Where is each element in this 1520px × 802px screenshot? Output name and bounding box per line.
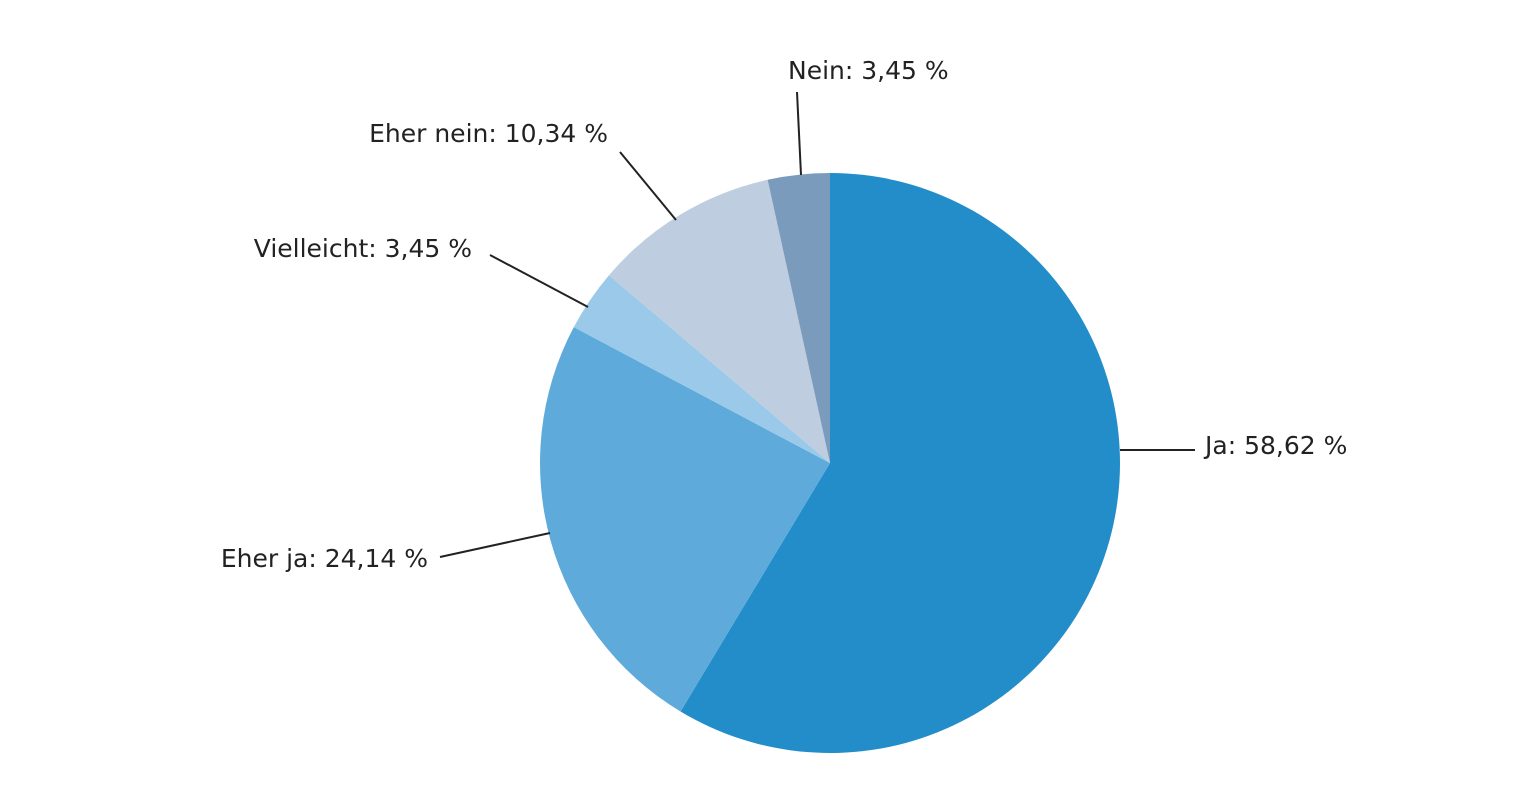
leader-line bbox=[439, 532, 551, 558]
slice-label: Eher nein: 10,34 % bbox=[369, 119, 608, 148]
pie-slice bbox=[680, 173, 1120, 753]
leader-line bbox=[796, 91, 802, 176]
slice-label: Nein: 3,45 % bbox=[788, 56, 949, 85]
leader-line bbox=[619, 151, 677, 221]
slice-label: Eher ja: 24,14 % bbox=[221, 544, 428, 573]
slice-label: Ja: 58,62 % bbox=[1203, 431, 1347, 460]
pie-slice bbox=[609, 179, 830, 463]
pie-slice bbox=[573, 275, 830, 463]
slice-label: Vielleicht: 3,45 % bbox=[254, 234, 472, 263]
leader-line bbox=[489, 254, 589, 308]
pie-slice bbox=[539, 327, 830, 712]
pie-slice bbox=[767, 173, 830, 463]
